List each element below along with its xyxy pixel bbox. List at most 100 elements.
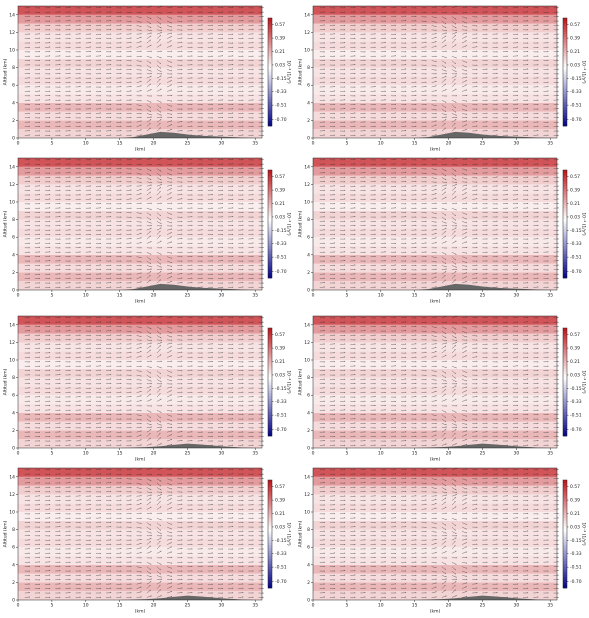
x-tick-label: 35: [547, 451, 553, 457]
colorbar-segment: [268, 226, 272, 230]
colorbar-segment: [563, 115, 567, 119]
colorbar-segment: [563, 42, 567, 46]
colorbar-segment: [563, 248, 567, 252]
field-band: [313, 272, 557, 282]
colorbar-segment: [563, 74, 567, 78]
colorbar-tick-label: 0.03: [570, 524, 580, 530]
field-band: [18, 111, 262, 121]
colorbar-segment: [268, 512, 272, 516]
colorbar-segment: [268, 272, 272, 276]
colorbar-segment: [268, 55, 272, 59]
colorbar-segment: [268, 515, 272, 519]
colorbar-segment: [563, 552, 567, 556]
colorbar-segment: [563, 547, 567, 551]
colorbar-segment: [268, 221, 272, 225]
colorbar-tick-label: -0.70: [570, 579, 582, 585]
colorbar-segment: [563, 539, 567, 543]
colorbar-segment: [268, 531, 272, 535]
field-band: [313, 573, 557, 583]
colorbar-segment: [563, 186, 567, 190]
colorbar-segment: [563, 172, 567, 176]
colorbar-segment: [563, 368, 567, 372]
colorbar-segment: [563, 256, 567, 260]
colorbar-segment: [563, 80, 567, 84]
field-band: [313, 14, 557, 24]
colorbar-segment: [563, 328, 567, 331]
colorbar-segment: [563, 379, 567, 383]
field-band: [313, 166, 557, 176]
colorbar-segment: [268, 264, 272, 268]
colorbar-tick-label: -0.15: [275, 538, 287, 544]
y-tick-label: 6: [307, 393, 310, 399]
colorbar-segment: [563, 85, 567, 89]
field-band: [313, 158, 557, 167]
field-band: [18, 14, 262, 24]
wind-arrows: [24, 157, 264, 288]
x-tick-label: 5: [345, 451, 348, 457]
colorbar-segment: [268, 563, 272, 567]
field-band: [313, 547, 557, 556]
colorbar-segment: [268, 357, 272, 361]
colorbar-segment: [563, 245, 567, 249]
colorbar-segment: [563, 507, 567, 510]
colorbar-tick-label: -0.33: [275, 399, 287, 405]
colorbar-segment: [563, 197, 567, 200]
colorbar-segment: [268, 520, 272, 524]
colorbar-tick-label: -0.70: [570, 269, 582, 275]
x-tick-label: 30: [218, 293, 224, 299]
colorbar-segment: [563, 409, 567, 412]
field-band: [313, 316, 557, 325]
colorbar-segment: [563, 558, 567, 562]
colorbar-segment: [563, 585, 567, 589]
colorbar-segment: [268, 485, 272, 489]
colorbar-segment: [268, 352, 272, 356]
x-tick-label: 20: [446, 603, 452, 609]
y-tick-label: 10: [304, 358, 310, 364]
colorbar-segment: [563, 333, 567, 337]
y-tick-label: 0: [307, 446, 310, 452]
colorbar-segment: [268, 197, 272, 200]
x-tick-label: 5: [345, 603, 348, 609]
colorbar-segment: [563, 571, 567, 575]
x-tick-label: 15: [117, 141, 123, 147]
x-tick-label: 0: [17, 141, 20, 147]
y-tick-label: 14: [304, 12, 310, 18]
colorbar-segment: [268, 53, 272, 57]
field-band: [18, 564, 262, 574]
colorbar-segment: [268, 368, 272, 372]
colorbar-segment: [268, 419, 272, 423]
colorbar-segment: [563, 574, 567, 578]
y-tick-label: 0: [307, 136, 310, 142]
colorbar-segment: [268, 411, 272, 415]
colorbar-segment: [268, 202, 272, 206]
wind-arrows: [319, 157, 559, 288]
colorbar-segment: [268, 28, 272, 32]
field-band: [18, 468, 262, 477]
panel: 0 5 10 15 20 25 30 35 0 2 4 6 8 10 12 14 (km) Altitud (km…: [3, 467, 292, 615]
colorbar-segment: [268, 74, 272, 78]
field-band: [313, 58, 557, 68]
y-tick-label: 0: [12, 446, 15, 452]
x-tick-label: 35: [252, 603, 258, 609]
field-band: [313, 512, 557, 521]
colorbar-segment: [268, 482, 272, 486]
field-band: [313, 324, 557, 334]
colorbar-tick-label: -0.33: [570, 399, 582, 405]
colorbar-tick-label: 0.57: [570, 332, 580, 338]
colorbar-segment: [268, 188, 272, 192]
field-band: [313, 439, 557, 448]
colorbar-segment: [563, 69, 567, 73]
colorbar-segment: [268, 63, 272, 67]
colorbar-tick-label: -0.15: [570, 538, 582, 544]
x-tick-label: 30: [513, 451, 519, 457]
colorbar-segment: [268, 504, 272, 508]
field-band: [18, 360, 262, 369]
colorbar-tick-label: 0.21: [570, 511, 580, 517]
field-band: [18, 386, 262, 396]
x-tick-label: 25: [480, 451, 486, 457]
y-tick-label: 6: [12, 393, 15, 399]
colorbar-segment: [563, 45, 567, 48]
colorbar-segment: [563, 341, 567, 345]
colorbar-segment: [268, 382, 272, 385]
colorbar-segment: [268, 199, 272, 203]
